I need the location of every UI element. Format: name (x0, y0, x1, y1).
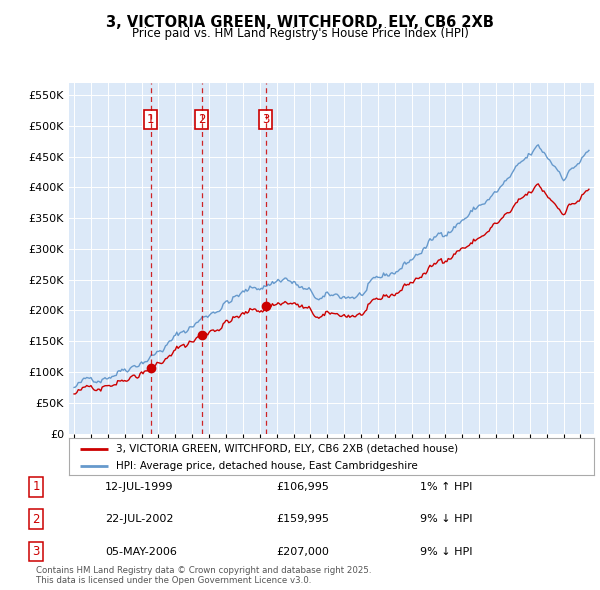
Text: 1% ↑ HPI: 1% ↑ HPI (420, 482, 472, 491)
Text: 9% ↓ HPI: 9% ↓ HPI (420, 547, 473, 556)
Text: 3: 3 (32, 545, 40, 558)
Text: 1: 1 (147, 113, 154, 126)
Text: Price paid vs. HM Land Registry's House Price Index (HPI): Price paid vs. HM Land Registry's House … (131, 27, 469, 40)
Text: £159,995: £159,995 (276, 514, 329, 524)
Text: 12-JUL-1999: 12-JUL-1999 (105, 482, 173, 491)
Text: 22-JUL-2002: 22-JUL-2002 (105, 514, 173, 524)
Text: 3: 3 (262, 113, 269, 126)
Text: Contains HM Land Registry data © Crown copyright and database right 2025.
This d: Contains HM Land Registry data © Crown c… (36, 566, 371, 585)
Text: HPI: Average price, detached house, East Cambridgeshire: HPI: Average price, detached house, East… (116, 461, 418, 471)
Text: 3, VICTORIA GREEN, WITCHFORD, ELY, CB6 2XB: 3, VICTORIA GREEN, WITCHFORD, ELY, CB6 2… (106, 15, 494, 30)
Text: 05-MAY-2006: 05-MAY-2006 (105, 547, 177, 556)
Text: £207,000: £207,000 (276, 547, 329, 556)
Text: £106,995: £106,995 (276, 482, 329, 491)
Text: 2: 2 (32, 513, 40, 526)
Text: 2: 2 (198, 113, 205, 126)
Text: 3, VICTORIA GREEN, WITCHFORD, ELY, CB6 2XB (detached house): 3, VICTORIA GREEN, WITCHFORD, ELY, CB6 2… (116, 444, 458, 454)
Text: 9% ↓ HPI: 9% ↓ HPI (420, 514, 473, 524)
Text: 1: 1 (32, 480, 40, 493)
